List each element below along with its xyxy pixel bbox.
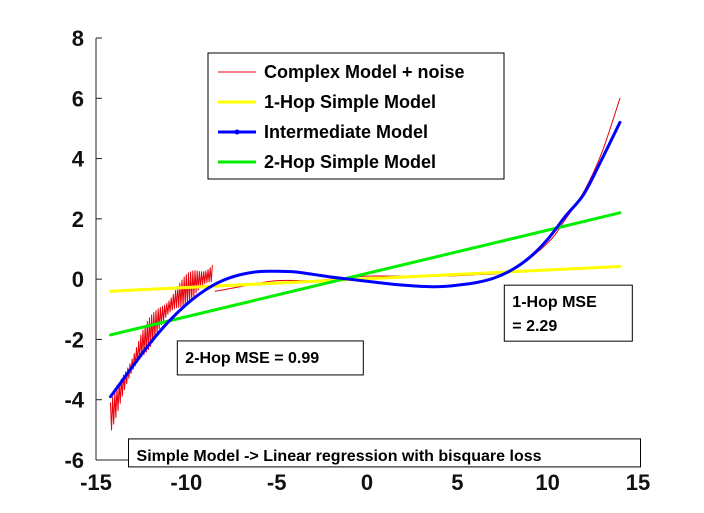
x-tick-label: 10: [535, 470, 559, 495]
series-line-3: [108, 211, 622, 337]
y-tick-label: 6: [72, 86, 84, 111]
y-tick-label: 2: [72, 207, 84, 232]
legend-box: [207, 52, 505, 180]
annotation-layer: 2-Hop MSE = 0.99 1-Hop MSE = 2.29 Simple Mo…: [128, 284, 642, 468]
series-line-1: [108, 264, 622, 293]
annotation-text: = 2.29: [512, 318, 557, 335]
annotation-text: Simple Model -> Linear regression with b…: [137, 448, 542, 465]
legend-label: 2-Hop Simple Model: [264, 152, 436, 172]
legend-label: Complex Model + noise: [264, 62, 465, 82]
x-tick-label: 15: [626, 470, 650, 495]
annotation-text: 2-Hop MSE = 0.99: [185, 350, 319, 367]
y-tick-label: 0: [72, 267, 84, 292]
annotation-text: 1-Hop MSE: [512, 294, 597, 311]
y-tick-label: -2: [64, 327, 84, 352]
x-tick-label: -5: [267, 470, 287, 495]
series-layer: [108, 97, 622, 431]
y-tick-label: 8: [72, 26, 84, 51]
legend-marker: [234, 129, 240, 135]
x-tick-label: 0: [361, 470, 373, 495]
x-tick-label: 5: [451, 470, 463, 495]
annotation-box: [176, 340, 364, 376]
y-tick-label: 4: [72, 147, 85, 172]
y-tick-label: -6: [64, 448, 84, 473]
legend-label: 1-Hop Simple Model: [264, 92, 436, 112]
x-tick-label: -15: [80, 470, 112, 495]
y-tick-label: -4: [64, 388, 84, 413]
legend-label: Intermediate Model: [264, 122, 428, 142]
legend: Complex Model + noise 1-Hop Simple Model I…: [207, 52, 505, 180]
annotation-box: [503, 284, 633, 342]
x-tick-label: -10: [170, 470, 202, 495]
annotation-box: [128, 438, 642, 468]
series-line-2: [108, 120, 622, 399]
